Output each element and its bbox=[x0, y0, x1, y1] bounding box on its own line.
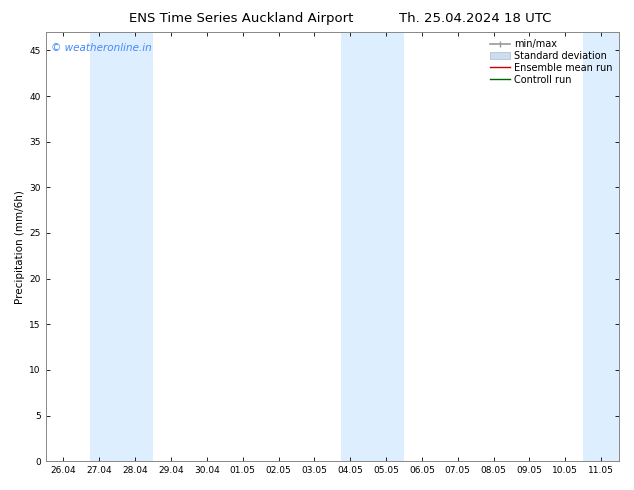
Bar bbox=[117, 32, 153, 461]
Y-axis label: Precipitation (mm/6h): Precipitation (mm/6h) bbox=[15, 190, 25, 304]
Bar bbox=[90, 32, 117, 461]
Bar bbox=[341, 32, 368, 461]
Legend: min/max, Standard deviation, Ensemble mean run, Controll run: min/max, Standard deviation, Ensemble me… bbox=[488, 37, 614, 87]
Bar bbox=[368, 32, 404, 461]
Text: © weatheronline.in: © weatheronline.in bbox=[51, 43, 152, 53]
Bar bbox=[583, 32, 619, 461]
Text: ENS Time Series Auckland Airport: ENS Time Series Auckland Airport bbox=[129, 12, 353, 25]
Text: Th. 25.04.2024 18 UTC: Th. 25.04.2024 18 UTC bbox=[399, 12, 552, 25]
